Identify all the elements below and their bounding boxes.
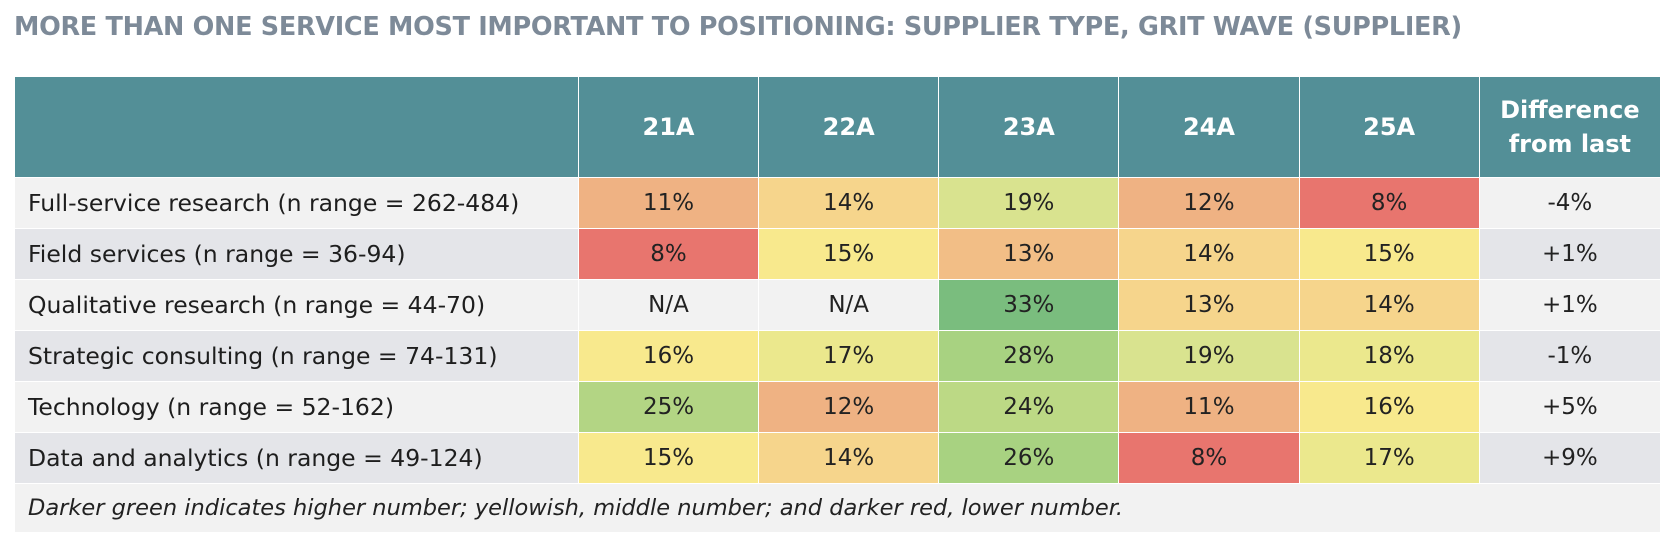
heat-cell: 11% [577, 177, 760, 229]
heat-cell: 24% [938, 381, 1120, 433]
difference-cell: +1% [1478, 228, 1662, 280]
heat-cell: 17% [1298, 432, 1480, 484]
heat-cell: 14% [758, 432, 940, 484]
row-label: Data and analytics (n range = 49-124) [14, 432, 579, 484]
difference-cell: -1% [1478, 330, 1662, 382]
row-label: Field services (n range = 36-94) [14, 228, 579, 280]
heat-cell: 18% [1298, 330, 1480, 382]
table-row: Qualitative research (n range = 44-70) N/… [14, 279, 1662, 331]
heat-cell: 17% [758, 330, 940, 382]
heat-cell: 19% [1118, 330, 1300, 382]
heat-cell: N/A [577, 279, 760, 331]
column-header: 24A [1118, 76, 1300, 178]
heat-cell: 12% [1118, 177, 1300, 229]
heatmap-table: 21A 22A 23A 24A 25A Difference from last… [14, 76, 1662, 533]
table-row: Full-service research (n range = 262-484… [14, 177, 1662, 229]
heat-cell: 25% [577, 381, 760, 433]
heat-cell: 16% [577, 330, 760, 382]
heat-cell: 8% [1298, 177, 1480, 229]
row-label: Qualitative research (n range = 44-70) [14, 279, 579, 331]
row-label: Full-service research (n range = 262-484… [14, 177, 579, 229]
row-label: Technology (n range = 52-162) [14, 381, 579, 433]
difference-cell: +1% [1478, 279, 1662, 331]
heat-cell: N/A [758, 279, 940, 331]
row-label: Strategic consulting (n range = 74-131) [14, 330, 579, 382]
header-row: 21A 22A 23A 24A 25A Difference from last [14, 76, 1662, 178]
table-row: Field services (n range = 36-94) 8% 15% 13%… [14, 228, 1662, 280]
table-body: Full-service research (n range = 262-484… [14, 177, 1662, 484]
heat-cell: 14% [1298, 279, 1480, 331]
column-header: 23A [938, 76, 1120, 178]
heat-cell: 14% [1118, 228, 1300, 280]
table-row: Technology (n range = 52-162) 25% 12% 24% 11… [14, 381, 1662, 433]
heat-cell: 33% [938, 279, 1120, 331]
table-row: Data and analytics (n range = 49-124) 15%… [14, 432, 1662, 484]
column-header: 21A [577, 76, 760, 178]
difference-cell: +9% [1478, 432, 1662, 484]
difference-cell: +5% [1478, 381, 1662, 433]
table-row: Strategic consulting (n range = 74-131) 1… [14, 330, 1662, 382]
difference-header-line: from last [1508, 130, 1632, 158]
column-header: 22A [758, 76, 940, 178]
heat-cell: 8% [577, 228, 760, 280]
difference-cell: -4% [1478, 177, 1662, 229]
heat-cell: 16% [1298, 381, 1480, 433]
heat-cell: 11% [1118, 381, 1300, 433]
header-empty-cell [14, 76, 579, 178]
heat-cell: 13% [1118, 279, 1300, 331]
chart-title: MORE THAN ONE SERVICE MOST IMPORTANT TO … [14, 12, 1462, 42]
legend-note: Darker green indicates higher number; ye… [14, 483, 1661, 533]
heat-cell: 19% [938, 177, 1120, 229]
heat-cell: 15% [758, 228, 940, 280]
heat-cell: 26% [938, 432, 1120, 484]
column-header: 25A [1298, 76, 1480, 178]
difference-header: Difference from last [1478, 76, 1662, 178]
note-row: Darker green indicates higher number; ye… [14, 483, 1661, 533]
heat-cell: 15% [1298, 228, 1480, 280]
heat-cell: 14% [758, 177, 940, 229]
heat-cell: 12% [758, 381, 940, 433]
heat-cell: 15% [577, 432, 760, 484]
difference-header-line: Difference [1500, 96, 1640, 124]
heat-cell: 8% [1118, 432, 1300, 484]
heat-cell: 28% [938, 330, 1120, 382]
heat-cell: 13% [938, 228, 1120, 280]
